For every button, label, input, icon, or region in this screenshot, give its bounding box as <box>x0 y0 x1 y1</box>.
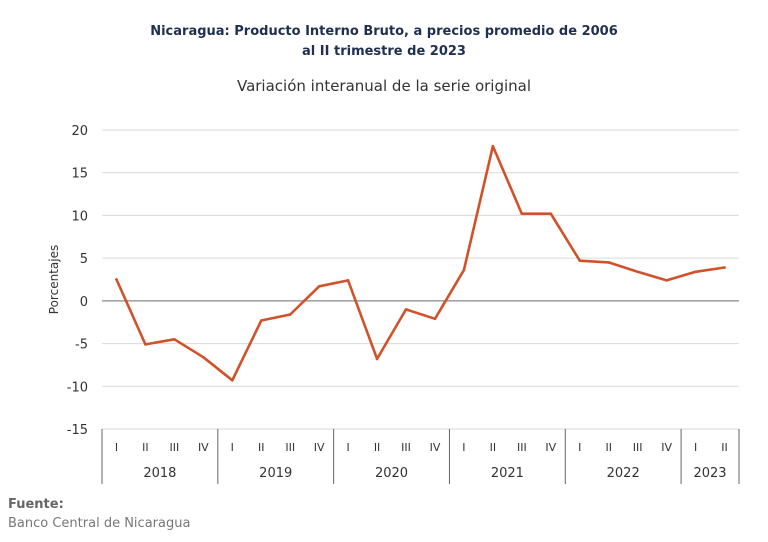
quarter-label: II <box>490 441 497 454</box>
chart-title: Nicaragua: Producto Interno Bruto, a pre… <box>0 22 768 62</box>
y-tick-label: 10 <box>71 209 88 224</box>
quarter-label: I <box>694 441 697 454</box>
data-point <box>694 270 697 274</box>
quarter-label: III <box>633 441 643 454</box>
quarter-label: II <box>374 441 381 454</box>
y-tick-label: 15 <box>71 167 88 182</box>
source-text: Banco Central de Nicaragua <box>8 516 191 531</box>
y-axis-label: Porcentajes <box>47 245 61 314</box>
quarter-label: II <box>258 441 265 454</box>
y-tick-label: -10 <box>67 380 88 395</box>
data-point <box>549 212 553 216</box>
y-tick-label: -15 <box>67 423 88 438</box>
data-point <box>404 308 408 311</box>
quarter-label: II <box>142 441 149 454</box>
data-point <box>375 357 379 361</box>
chart-subtitle: Variación interanual de la serie origina… <box>236 77 532 95</box>
year-label: 2021 <box>491 466 524 481</box>
data-point <box>607 261 611 264</box>
data-point <box>491 144 495 148</box>
quarter-label: I <box>346 441 349 454</box>
data-point <box>230 379 234 382</box>
data-point <box>115 278 118 281</box>
quarter-label: III <box>170 441 180 454</box>
quarter-label: IV <box>661 441 672 454</box>
data-point <box>144 343 147 346</box>
y-tick-label: -5 <box>75 338 88 353</box>
quarter-label: I <box>462 441 465 454</box>
data-point <box>202 355 205 359</box>
quarter-label: III <box>285 441 295 454</box>
quarter-label: III <box>517 441 527 454</box>
data-point <box>173 338 176 341</box>
data-point <box>288 313 292 316</box>
year-label: 2023 <box>693 466 726 481</box>
quarter-label: IV <box>314 441 325 454</box>
data-point <box>578 259 582 263</box>
year-label: 2019 <box>259 466 292 481</box>
data-point <box>520 212 524 216</box>
quarter-label: I <box>231 441 234 454</box>
source-label: Fuente: <box>8 497 64 512</box>
y-tick-label: 5 <box>80 252 88 267</box>
quarter-label: IV <box>545 441 556 454</box>
quarter-label: III <box>401 441 411 454</box>
data-point <box>317 285 321 288</box>
year-label: 2022 <box>607 466 640 481</box>
chart-title-line2: al II trimestre de 2023 <box>302 44 466 59</box>
quarter-label: I <box>578 441 581 454</box>
quarter-label: II <box>721 441 728 454</box>
quarter-label: IV <box>430 441 441 454</box>
data-point <box>462 268 466 272</box>
quarter-label: I <box>115 441 118 454</box>
chart-title-line1: Nicaragua: Producto Interno Bruto, a pre… <box>150 24 618 39</box>
data-point <box>665 279 668 282</box>
data-point <box>346 279 350 282</box>
quarter-label: II <box>605 441 612 454</box>
data-point <box>433 317 437 321</box>
data-point <box>259 319 263 322</box>
data-point <box>636 270 639 274</box>
y-tick-label: 20 <box>71 124 88 139</box>
series-line <box>115 144 726 382</box>
data-point <box>723 266 726 269</box>
quarter-label: IV <box>198 441 209 454</box>
year-label: 2018 <box>143 466 176 481</box>
year-label: 2020 <box>375 466 408 481</box>
y-tick-label: 0 <box>80 295 88 310</box>
